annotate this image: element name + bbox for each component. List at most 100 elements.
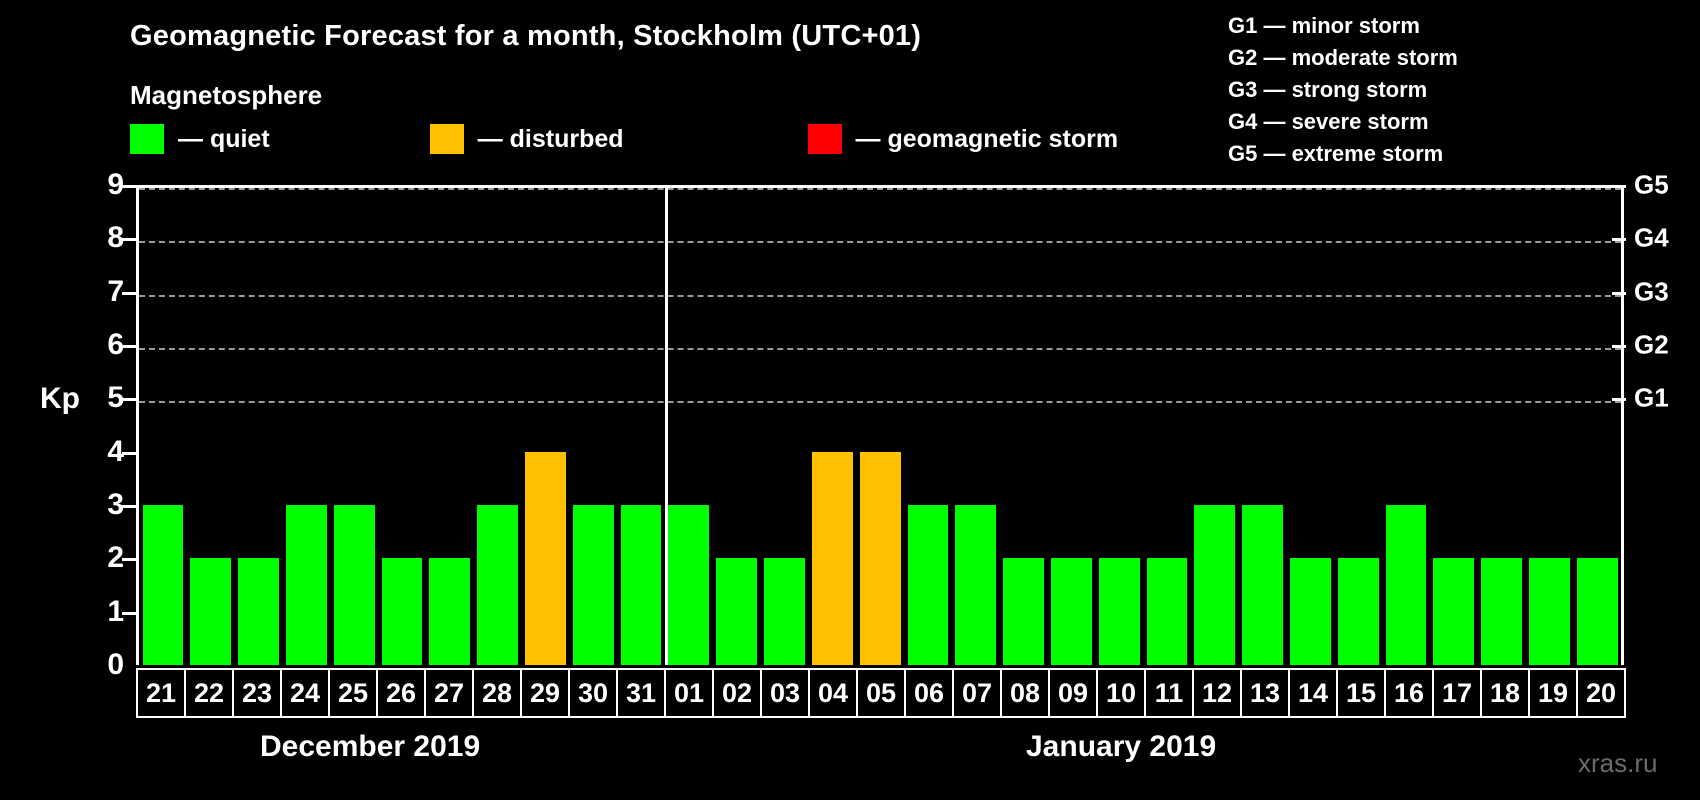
day-label-05: 05	[856, 668, 906, 718]
day-label-31: 31	[616, 668, 666, 718]
legend-item-disturbed: — disturbed	[429, 124, 624, 154]
y-tick-label-3: 3	[107, 488, 124, 521]
right-axis-label-g4: G4	[1634, 222, 1669, 253]
bar-day-25-quiet	[333, 505, 375, 665]
g-scale-legend: G1 — minor storm G2 — moderate storm G3 — …	[1228, 10, 1458, 170]
y-tick-5	[122, 398, 136, 402]
y-axis-title: Kp	[40, 382, 80, 415]
day-label-22: 22	[184, 668, 234, 718]
bar-day-07-quiet	[955, 505, 997, 665]
bar-day-23-quiet	[238, 558, 279, 665]
storm-swatch	[807, 124, 842, 154]
day-label-10: 10	[1096, 668, 1146, 718]
day-label-02: 02	[712, 668, 762, 718]
bar-cell	[617, 188, 665, 665]
day-label-16: 16	[1384, 668, 1434, 718]
bar-cell	[713, 188, 761, 665]
bar-cell	[474, 188, 522, 665]
bar-day-18-quiet	[1481, 558, 1523, 665]
legend-label: — disturbed	[477, 124, 624, 153]
bar-cell	[1047, 188, 1095, 665]
bar-day-19-quiet	[1529, 558, 1570, 665]
bar-cell	[856, 188, 904, 665]
y-tick-3	[122, 505, 136, 508]
y-tick-4	[122, 451, 136, 455]
day-label-03: 03	[760, 668, 810, 718]
bar-cell	[235, 188, 283, 665]
bar-cell	[761, 188, 809, 665]
right-axis-label-g2: G2	[1634, 329, 1669, 360]
right-axis-label-g3: G3	[1634, 276, 1669, 307]
day-label-18: 18	[1480, 668, 1530, 718]
y-tick-label-8: 8	[107, 221, 124, 255]
gridline-kp-7	[139, 294, 1621, 297]
day-label-25: 25	[328, 668, 378, 718]
bar-cell	[569, 188, 617, 665]
legend-item-quiet: — quiet	[130, 124, 270, 154]
bar-day-13-quiet	[1242, 505, 1283, 665]
month-divider	[664, 188, 668, 665]
g-scale-g3: G3 — strong storm	[1228, 77, 1428, 102]
month-label-december: December 2019	[260, 730, 481, 763]
bar-day-29-disturbed	[525, 451, 566, 665]
bar-day-31-quiet	[620, 505, 662, 665]
quiet-swatch	[130, 124, 164, 154]
day-label-23: 23	[232, 668, 282, 718]
day-label-24: 24	[280, 668, 330, 718]
bar-day-11-quiet	[1146, 558, 1188, 665]
bar-cell	[808, 188, 856, 665]
day-label-09: 09	[1048, 668, 1098, 718]
bar-day-22-quiet	[190, 558, 232, 665]
y-tick-label-2: 2	[107, 541, 124, 575]
y-tick-7	[122, 291, 136, 295]
day-label-13: 13	[1240, 668, 1290, 718]
magnetosphere-label: Magnetosphere	[130, 80, 323, 110]
magnetosphere-legend: — quiet — disturbed — geomagnetic storm	[130, 124, 1118, 154]
bar-cell	[1526, 188, 1574, 665]
y-tick-label-6: 6	[107, 328, 124, 361]
bar-day-03-quiet	[764, 558, 805, 665]
bar-cell	[1191, 188, 1239, 665]
legend-label: — quiet	[178, 124, 270, 153]
day-label-20: 20	[1576, 668, 1626, 718]
g-scale-g4: G4 — severe storm	[1228, 109, 1429, 134]
bar-day-06-quiet	[907, 505, 949, 665]
bar-cell	[426, 188, 474, 665]
bar-day-09-quiet	[1050, 558, 1092, 665]
day-label-04: 04	[808, 668, 858, 718]
page-title: Geomagnetic Forecast for a month, Stockh…	[130, 20, 922, 52]
day-label-19: 19	[1528, 668, 1578, 718]
day-label-15: 15	[1336, 668, 1386, 718]
g-scale-g1: G1 — minor storm	[1228, 13, 1420, 38]
bar-day-24-quiet	[285, 505, 327, 665]
legend-item-storm: — geomagnetic storm	[807, 124, 1119, 154]
y-tick-label-9: 9	[107, 168, 124, 201]
day-label-row: 21 22 23 24 25 26 27 28 29 30 31 01 02 03 04 05 06 07 08 09…	[136, 668, 1626, 718]
y-tick-label-4: 4	[107, 434, 124, 468]
bar-cell	[1573, 188, 1621, 665]
right-axis-label-g5: G5	[1634, 169, 1669, 200]
day-label-06: 06	[904, 668, 954, 718]
day-label-30: 30	[568, 668, 618, 718]
y-tick-9	[122, 185, 136, 188]
month-label-january: January 2019	[1026, 730, 1217, 763]
gridline-kp-5	[139, 401, 1621, 404]
bar-cell	[1239, 188, 1287, 665]
right-axis-tick-g1	[1612, 398, 1626, 402]
bar-day-02-quiet	[716, 558, 758, 665]
day-label-17: 17	[1432, 668, 1482, 718]
bar-cell	[187, 188, 235, 665]
bar-day-28-quiet	[477, 505, 518, 665]
legend-label: — geomagnetic storm	[855, 124, 1119, 153]
bar-day-30-quiet	[572, 505, 614, 665]
bar-day-20-quiet	[1576, 558, 1618, 665]
bar-day-14-quiet	[1290, 558, 1331, 665]
bar-cell	[1382, 188, 1430, 665]
bar-day-26-quiet	[381, 558, 423, 665]
right-axis-label-g1: G1	[1634, 382, 1669, 413]
day-label-14: 14	[1288, 668, 1338, 718]
y-tick-label-7: 7	[107, 274, 124, 308]
day-label-27: 27	[424, 668, 474, 718]
bar-day-27-quiet	[429, 558, 471, 665]
bar-cell	[904, 188, 952, 665]
